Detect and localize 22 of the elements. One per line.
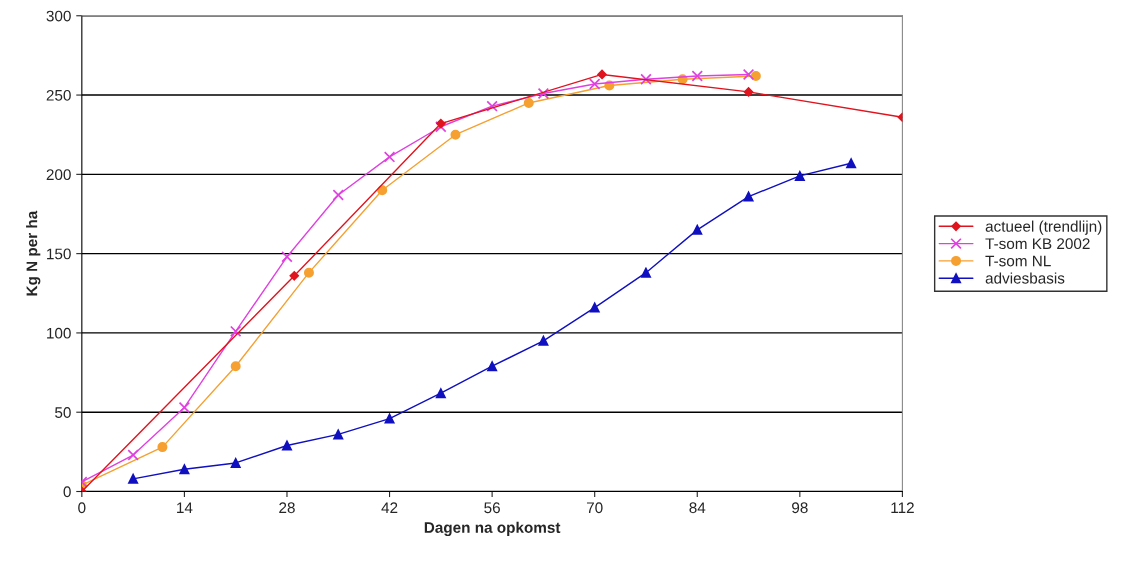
y-tick-label: 200 [46, 169, 71, 181]
x-tick-label: 28 [279, 502, 295, 514]
y-tick-label: 100 [47, 327, 71, 339]
y-tick-label: 50 [55, 407, 71, 418]
y-tick-label: 300 [46, 10, 71, 22]
x-tick-label: 56 [484, 502, 500, 514]
y-axis-title: Kg N per ha [26, 210, 41, 296]
y-tick-label: 250 [46, 89, 71, 101]
x-tick-label: 70 [586, 502, 603, 514]
legend-label: T-som KB 2002 [985, 238, 1090, 250]
x-tick-label: 112 [891, 502, 914, 513]
legend-label: adviesbasis [985, 272, 1065, 284]
x-tick-label: 0 [78, 502, 86, 514]
legend-label: T-som NL [985, 255, 1051, 267]
x-tick-label: 42 [381, 502, 398, 513]
x-tick-label: 14 [177, 502, 193, 513]
x-tick-label: 84 [689, 502, 706, 514]
y-tick-label: 150 [47, 248, 71, 260]
legend-label: actueel (trendlijn) [985, 220, 1102, 235]
x-tick-label: 98 [792, 502, 808, 514]
y-tick-label: 0 [63, 486, 71, 498]
x-axis-title: Dagen na opkomst [424, 521, 561, 537]
